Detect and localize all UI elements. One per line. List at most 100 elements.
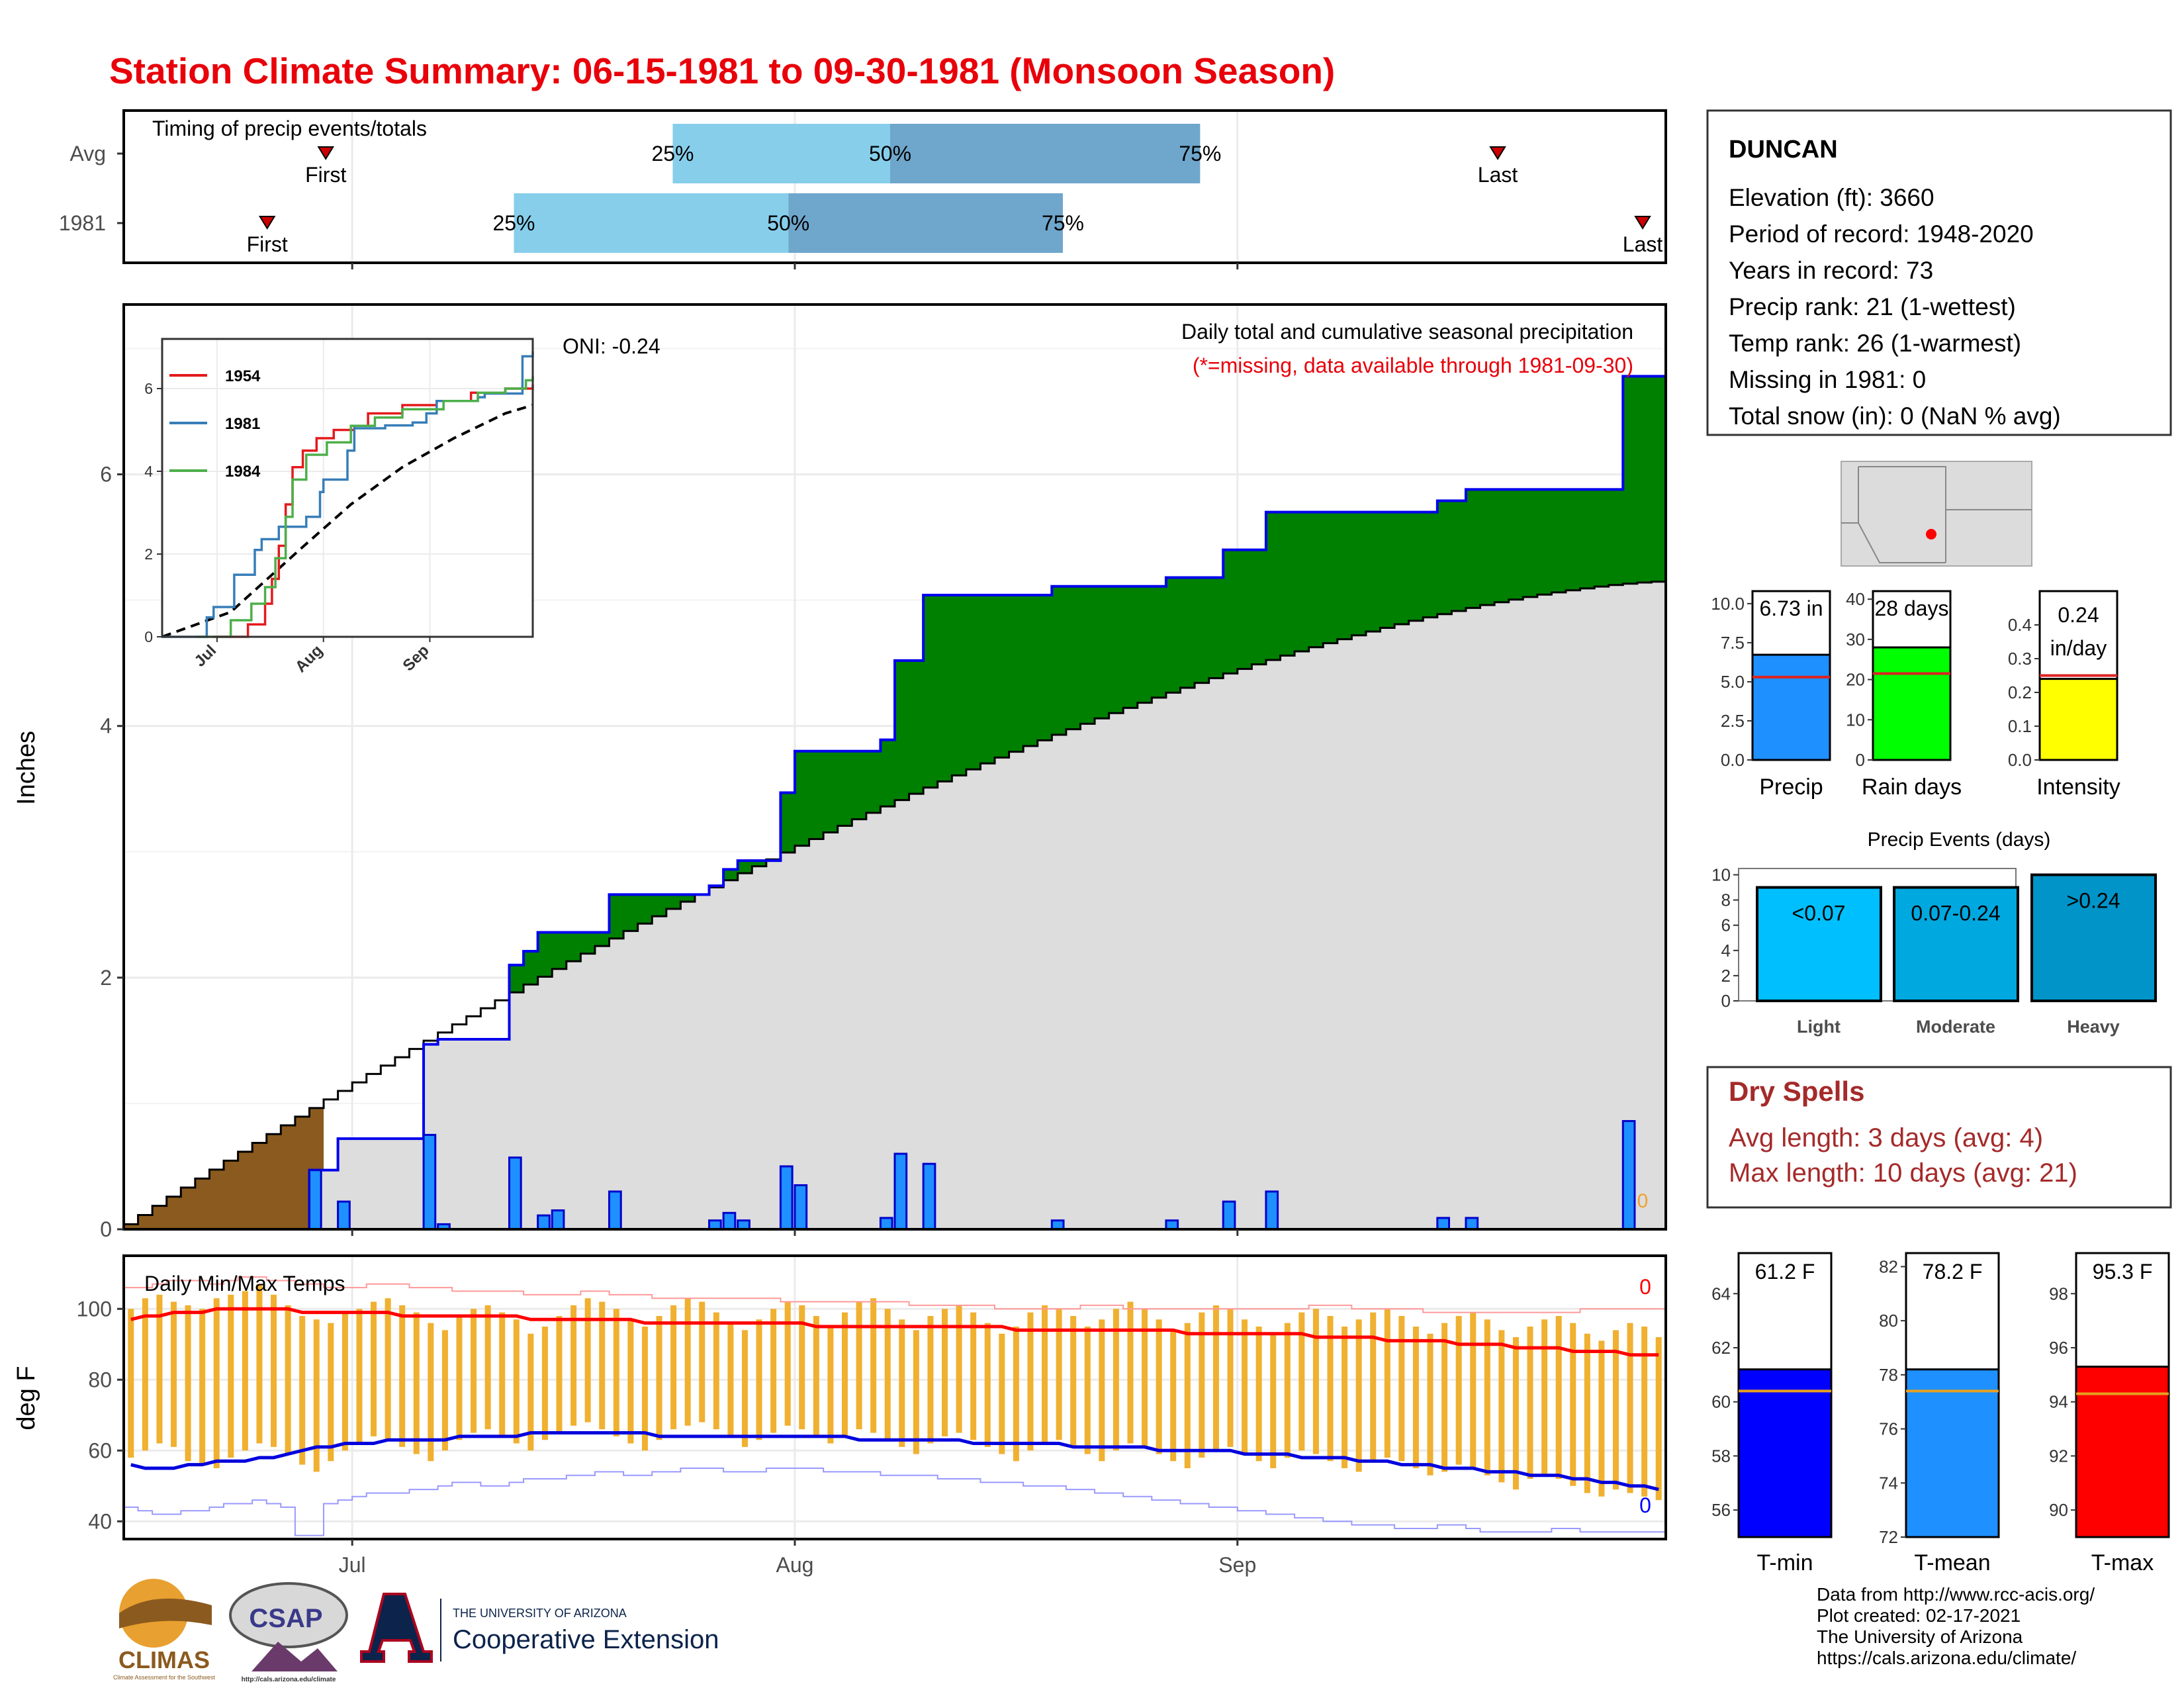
inset-average-line	[161, 404, 533, 638]
temp-gauge-y-tick-label: 76	[1879, 1419, 1898, 1439]
inset-legend-label: 1954	[225, 367, 261, 385]
timing-q50-label: 50%	[767, 211, 809, 235]
gauge-y-tick-label: 0.0	[2008, 750, 2032, 770]
timing-last-marker	[1489, 146, 1506, 160]
precip-events-y-tick-label: 10	[1711, 865, 1731, 885]
precip-daily-bar	[608, 1190, 622, 1231]
station-info-line: Total snow (in): 0 (NaN % avg)	[1729, 402, 2061, 430]
gauge-y-tick-label: 5.0	[1721, 672, 1745, 692]
precip-y-tick-label: 0	[100, 1217, 112, 1241]
precip-daily-bar	[337, 1200, 351, 1231]
temps-y-tick-label: 80	[88, 1368, 112, 1391]
station-info-line: Missing in 1981: 0	[1729, 366, 1926, 393]
footer-university: The University of Arizona	[1817, 1626, 2023, 1647]
temp-gauge-y-tick-label: 58	[1711, 1446, 1731, 1466]
station-info-line: Precip rank: 21 (1-wettest)	[1729, 293, 2016, 320]
precip-missing-note: (*=missing, data available through 1981-…	[1193, 353, 1633, 377]
timing-last-label: Last	[1478, 163, 1518, 187]
ua-logo-extension: Cooperative Extension	[453, 1625, 719, 1654]
temp-gauge-tmin-bar	[1737, 1368, 1833, 1538]
temps-x-tick-label: Jul	[339, 1553, 366, 1577]
station-location-marker	[1926, 529, 1936, 539]
timing-first-label: First	[247, 232, 288, 256]
station-info-line: Temp rank: 26 (1-warmest)	[1729, 330, 2021, 357]
gauge-y-tick-label: 10	[1846, 710, 1865, 729]
climas-logo-swoosh	[119, 1598, 212, 1628]
precip-daily-bar	[922, 1162, 936, 1231]
inset-y-tick-label: 4	[144, 463, 153, 480]
timing-q1-bar	[514, 193, 789, 253]
temp-gauge-y-tick-label: 62	[1711, 1338, 1731, 1358]
precip-daily-bar	[1265, 1190, 1279, 1231]
csap-logo-cloud	[229, 1582, 348, 1648]
footer-url: https://cals.arizona.edu/climate/	[1817, 1648, 2077, 1668]
gauge-rain-label: Rain days	[1862, 774, 1962, 800]
gauge-intensity-value: 0.24	[2058, 603, 2099, 627]
temps-panel: Daily Min/Max Temps 0 0 40 60 80 100 Jul Aug Sep d…	[13, 1254, 1667, 1577]
precip-daily-bar	[537, 1214, 551, 1231]
precip-events-category-label: Moderate	[1916, 1017, 1995, 1037]
temp-gauge-tmean-label: T-mean	[1914, 1550, 1990, 1575]
gauge-y-tick-label: 0	[1856, 750, 1865, 770]
gauge-y-tick-label: 2.5	[1721, 711, 1745, 731]
temps-panel-label: Daily Min/Max Temps	[144, 1272, 345, 1295]
precip-daily-bar	[879, 1217, 893, 1231]
precip-daily-bar	[508, 1156, 522, 1231]
precip-average-area	[124, 581, 1666, 1229]
temp-gauge-tmin-value: 61.2 F	[1755, 1260, 1815, 1284]
precip-panel-border	[122, 303, 1667, 1231]
precip-events-y-tick-label: 0	[1721, 991, 1731, 1011]
temps-x-tick-label: Sep	[1218, 1553, 1256, 1577]
precip-gauges: 0.0 2.5 5.0 7.5 10.0 6.73 in Precip 0 10 20 30 40 28…	[1711, 589, 2120, 800]
gauge-y-tick-label: 0.4	[2008, 615, 2032, 635]
temp-gauge-y-tick-label: 60	[1711, 1392, 1731, 1412]
temp-gauge-tmax-label: T-max	[2091, 1550, 2154, 1575]
temps-high-count: 0	[1639, 1275, 1651, 1299]
gauge-intensity-bar	[2038, 678, 2118, 761]
map-frame	[1841, 461, 2032, 567]
gauge-y-tick-label: 30	[1846, 630, 1865, 649]
gauge-y-tick-label: 10.0	[1711, 594, 1745, 614]
timing-row-label: 1981	[59, 211, 106, 235]
precip-missing-count: 0	[1637, 1190, 1649, 1212]
gauge-precip-bar	[1751, 653, 1831, 761]
temp-gauge-y-tick-label: 72	[1879, 1527, 1898, 1547]
temp-gauge-y-tick-label: 82	[1879, 1256, 1898, 1276]
precip-events-bar	[1893, 886, 2019, 1002]
dry-spells-title: Dry Spells	[1729, 1076, 1864, 1107]
precip-daily-bar	[1621, 1120, 1636, 1231]
temp-gauge-y-tick-label: 78	[1879, 1365, 1898, 1385]
precip-events-bar-label: 0.07-0.24	[1911, 902, 2000, 925]
gauge-y-tick-label: 0.1	[2008, 716, 2032, 736]
precip-events-bar-label: <0.07	[1792, 902, 1846, 925]
timing-q75-label: 75%	[1042, 211, 1084, 235]
precip-events-y-tick-label: 2	[1721, 966, 1731, 986]
precip-cumulative-line	[124, 375, 1666, 1231]
page-title: Station Climate Summary: 06-15-1981 to 0…	[109, 50, 1336, 91]
temp-gauge-y-tick-label: 94	[2049, 1392, 2068, 1412]
ua-logo-university: THE UNIVERSITY OF ARIZONA	[453, 1607, 627, 1620]
gauge-y-tick-label: 7.5	[1721, 633, 1745, 653]
precip-daily-bar	[779, 1165, 794, 1231]
gauge-y-tick-label: 40	[1846, 589, 1865, 609]
timing-label: Timing of precip events/totals	[152, 117, 427, 140]
ua-logo: THE UNIVERSITY OF ARIZONA Cooperative Ext…	[360, 1593, 719, 1663]
footer-plot-created: Plot created: 02-17-2021	[1817, 1605, 2021, 1626]
precip-events-chart: Precip Events (days) <0.07 Light 0.07-0.24 M…	[1711, 829, 2157, 1037]
gauge-y-tick-label: 0.3	[2008, 649, 2032, 669]
arizona-map-icon	[1841, 461, 2032, 567]
timing-q1-bar	[672, 124, 891, 183]
inset-series-line-1984	[196, 376, 534, 638]
csap-logo-mountains	[251, 1642, 338, 1671]
temps-y-tick-label: 100	[77, 1297, 112, 1321]
dry-spells-max: Max length: 10 days (avg: 21)	[1729, 1158, 2077, 1188]
climas-logo-subtext: Climate Assessment for the Southwest	[113, 1674, 216, 1681]
precip-daily-bar	[1436, 1217, 1451, 1231]
precip-daily-bar	[551, 1209, 565, 1231]
timing-first-marker	[317, 146, 335, 160]
precip-events-title: Precip Events (days)	[1868, 829, 2051, 851]
temp-gauge-y-tick-label: 64	[1711, 1284, 1731, 1303]
precip-y-tick-label: 4	[100, 714, 112, 738]
